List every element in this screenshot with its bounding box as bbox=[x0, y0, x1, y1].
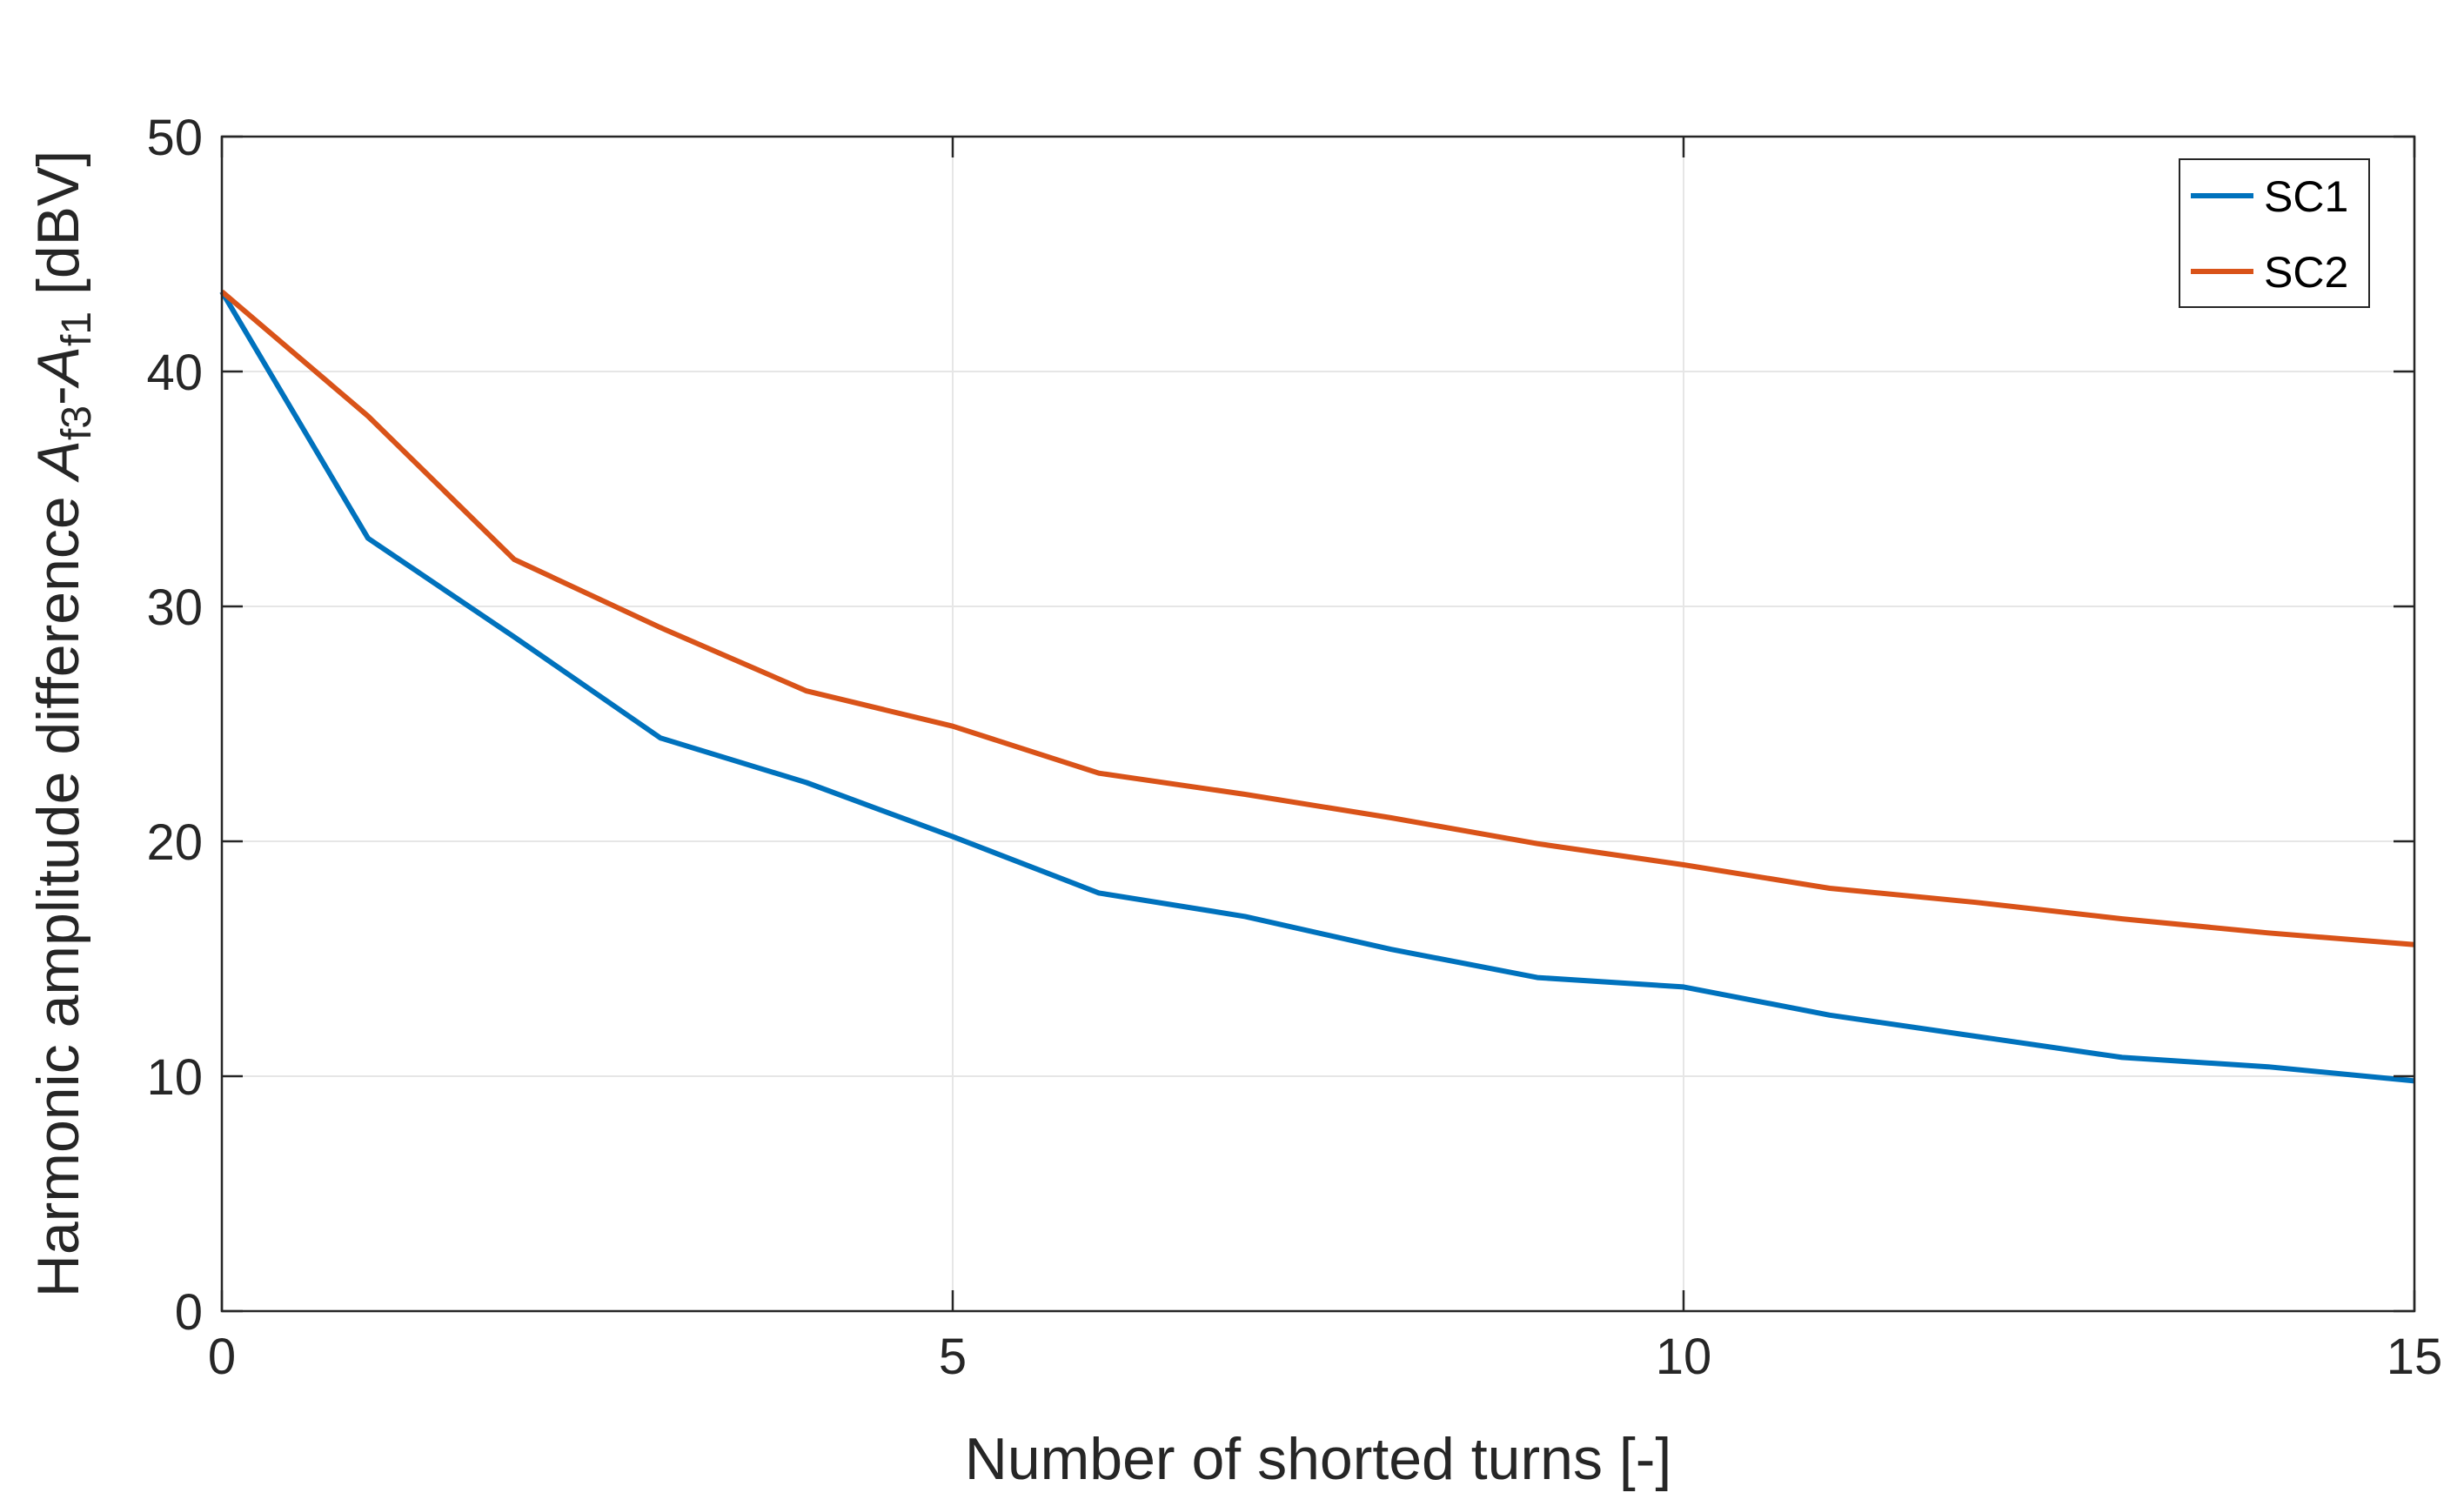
y-axis-title-sub1: f3 bbox=[54, 405, 100, 440]
plot-lines bbox=[219, 289, 2415, 1084]
plot-area-box bbox=[220, 135, 2416, 1313]
y-tick-label: 30 bbox=[146, 579, 203, 636]
y-axis-title-prefix: Harmonic amplitude difference bbox=[25, 479, 91, 1297]
x-tick-label: 0 bbox=[208, 1329, 236, 1385]
y-axis-title-unit: [dBV] bbox=[25, 151, 91, 311]
y-tick-label: 10 bbox=[146, 1049, 203, 1106]
legend-box bbox=[2179, 158, 2370, 308]
series-line-sc2 bbox=[220, 289, 2415, 947]
y-axis-title-var1: A bbox=[25, 440, 91, 483]
x-tick-label: 5 bbox=[939, 1329, 967, 1385]
x-axis-title: Number of shorted turns [-] bbox=[965, 1426, 1672, 1492]
series-line-sc1 bbox=[219, 290, 2415, 1084]
y-axis-title-var2: A bbox=[25, 346, 91, 389]
legend: SC1 SC2 bbox=[2179, 158, 2370, 308]
x-tick-label: 15 bbox=[2387, 1329, 2443, 1385]
legend-label-sc1: SC1 bbox=[2264, 172, 2348, 221]
x-tick-label: 10 bbox=[1656, 1329, 1712, 1385]
axis-ticks: 0 5 10 15 0 10 20 30 40 50 bbox=[146, 110, 2442, 1385]
y-tick-label: 20 bbox=[146, 814, 203, 871]
y-axis-title-minus: - bbox=[25, 385, 91, 405]
legend-label-sc2: SC2 bbox=[2264, 248, 2348, 297]
grid bbox=[222, 137, 2414, 1311]
y-axis-title-sub2: f1 bbox=[54, 311, 100, 346]
y-tick-label: 40 bbox=[146, 345, 203, 401]
y-tick-label: 0 bbox=[175, 1284, 203, 1341]
y-tick-label: 50 bbox=[146, 110, 203, 166]
y-axis-title: Harmonic amplitude difference Af3-Af1 [d… bbox=[25, 151, 100, 1298]
